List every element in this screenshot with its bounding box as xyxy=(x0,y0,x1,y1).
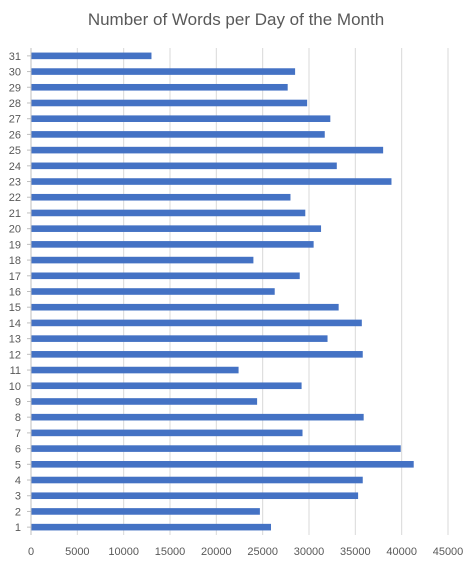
bar-day-15 xyxy=(31,303,339,311)
y-tick-label: 26 xyxy=(9,129,21,141)
y-tick-label: 10 xyxy=(9,381,21,393)
x-tick-label: 25000 xyxy=(247,546,278,558)
y-tick-label: 7 xyxy=(15,428,21,440)
x-tick-label: 10000 xyxy=(108,546,139,558)
bar-day-30 xyxy=(31,68,296,75)
bar-day-7 xyxy=(31,429,303,437)
y-tick-label: 27 xyxy=(9,114,21,126)
bar-day-29 xyxy=(31,83,288,91)
x-tick-label: 0 xyxy=(28,546,34,558)
bar-day-12 xyxy=(31,351,363,358)
x-tick-label: 45000 xyxy=(433,546,464,558)
y-tick-label: 8 xyxy=(15,412,21,424)
y-tick-label: 29 xyxy=(9,82,21,94)
y-tick-label: 20 xyxy=(9,224,21,236)
y-tick-label: 9 xyxy=(15,396,21,408)
y-tick-label: 12 xyxy=(9,349,21,361)
x-tick-label: 15000 xyxy=(155,546,186,558)
bar-day-18 xyxy=(31,256,254,264)
bar-day-21 xyxy=(31,209,306,217)
y-tick-label: 2 xyxy=(15,506,21,518)
chart-title: Number of Words per Day of the Month xyxy=(87,10,385,29)
bar-day-31 xyxy=(31,52,152,60)
bar-day-22 xyxy=(31,193,291,201)
bar-day-10 xyxy=(31,382,302,390)
x-tick-label: 5000 xyxy=(65,546,89,558)
y-tick-label: 25 xyxy=(9,145,21,157)
bar-day-16 xyxy=(31,288,275,295)
bar-day-24 xyxy=(31,162,337,170)
bar-day-2 xyxy=(31,508,260,515)
y-tick-label: 5 xyxy=(15,459,21,471)
y-tick-label: 6 xyxy=(15,444,21,456)
y-tick-label: 18 xyxy=(9,255,21,267)
y-tick-label: 28 xyxy=(9,98,21,110)
y-tick-label: 1 xyxy=(15,522,21,534)
bar-day-3 xyxy=(31,492,359,500)
x-tick-label: 40000 xyxy=(386,546,417,558)
bar-day-5 xyxy=(31,461,414,468)
bar-day-25 xyxy=(31,146,384,154)
bar-day-4 xyxy=(31,476,363,484)
x-tick-label: 20000 xyxy=(201,546,232,558)
y-tick-label: 4 xyxy=(15,475,21,487)
y-tick-label: 23 xyxy=(9,177,21,189)
y-tick-label: 30 xyxy=(9,67,21,79)
y-tick-label: 14 xyxy=(9,318,21,330)
bar-day-13 xyxy=(31,335,328,342)
bar-day-26 xyxy=(31,131,325,138)
bar-day-6 xyxy=(31,445,401,452)
y-tick-label: 31 xyxy=(9,51,21,63)
bar-day-9 xyxy=(31,398,258,405)
bar-day-19 xyxy=(31,241,314,248)
y-tick-label: 3 xyxy=(15,491,21,503)
y-tick-label: 16 xyxy=(9,287,21,299)
axes: 0 5000 10000 15000 20000 25000 30000 35000 40000… xyxy=(9,48,464,558)
bar-day-20 xyxy=(31,225,322,232)
x-tick-label: 30000 xyxy=(294,546,325,558)
bar-day-28 xyxy=(31,99,308,107)
bar-day-14 xyxy=(31,319,362,327)
bars xyxy=(31,52,414,531)
y-tick-label: 13 xyxy=(9,334,21,346)
x-tick-label: 35000 xyxy=(340,546,371,558)
bar-day-11 xyxy=(31,366,239,374)
y-tick-label: 22 xyxy=(9,192,21,204)
y-tick-label: 19 xyxy=(9,239,21,251)
y-tick-label: 15 xyxy=(9,302,21,314)
y-tick-label: 11 xyxy=(10,365,21,377)
bar-day-17 xyxy=(31,272,300,280)
bar-day-8 xyxy=(31,413,364,421)
y-tick-label: 24 xyxy=(9,161,21,173)
y-tick-label: 17 xyxy=(9,271,21,283)
y-tick-label: 21 xyxy=(9,208,21,220)
bar-day-23 xyxy=(31,178,392,185)
bar-day-27 xyxy=(31,115,331,122)
bar-day-1 xyxy=(31,523,272,531)
